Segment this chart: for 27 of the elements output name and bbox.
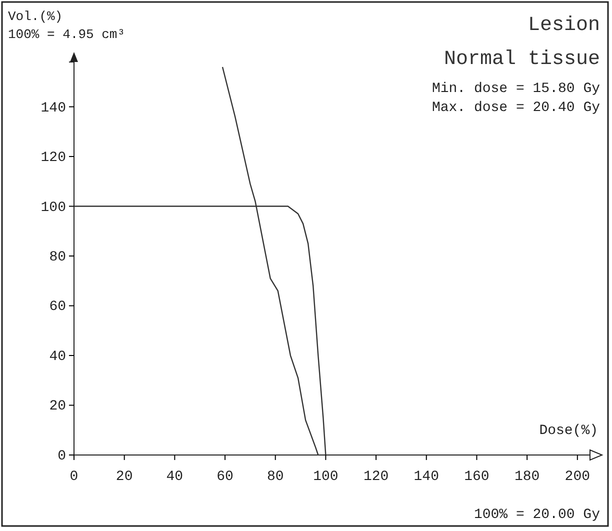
y-tick-label: 40 [49, 348, 66, 365]
y-tick-label: 20 [49, 398, 66, 415]
text: 100% = 4.95 cm³ [8, 27, 126, 42]
y-tick-label: 0 [58, 448, 66, 464]
x-tick-label: 40 [166, 468, 184, 485]
annotation: Max. dose = 20.40 Gy [432, 100, 600, 116]
x-tick-label: 100 [313, 468, 338, 485]
text: 100% = 20.00 Gy [474, 507, 600, 523]
x-axis-title: Dose(%) [539, 423, 598, 439]
y-tick-label: 60 [49, 299, 66, 316]
x-tick-label: 20 [116, 468, 133, 485]
text: Normal tissue [444, 48, 600, 71]
y-tick-label: 120 [40, 150, 66, 166]
x-tick-label: 0 [70, 468, 78, 485]
x-tick-label: 80 [266, 468, 284, 485]
y-tick-label: 80 [49, 249, 66, 266]
y-tick-label: 100 [40, 200, 66, 216]
x-tick-label: 120 [363, 468, 389, 485]
annotation: Min. dose = 15.80 Gy [432, 81, 600, 97]
x-tick-label: 160 [464, 468, 490, 485]
x-tick-label: 140 [414, 468, 439, 485]
x-tick-label: 60 [216, 468, 234, 485]
y-axis-title: Vol.(%) [8, 9, 63, 24]
x-tick-label: 180 [514, 468, 540, 485]
y-tick-label: 140 [40, 100, 66, 116]
x-tick-label: 200 [564, 468, 590, 485]
text: Lesion [528, 14, 600, 37]
